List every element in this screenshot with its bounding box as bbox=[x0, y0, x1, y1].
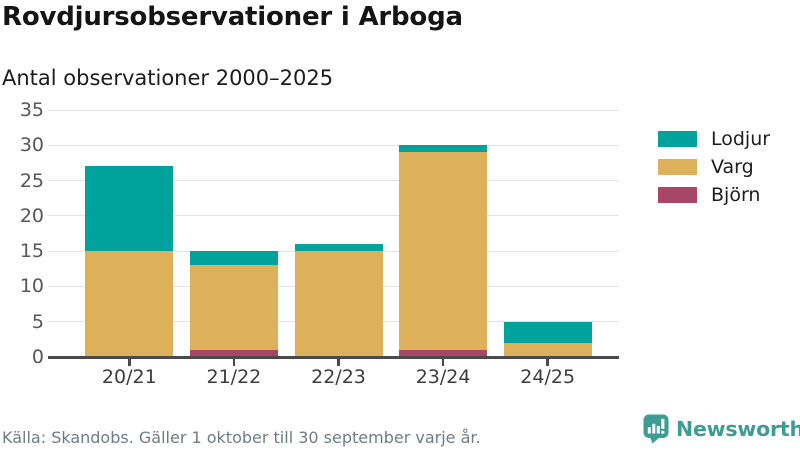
legend: Lodjur Varg Björn bbox=[658, 128, 770, 206]
legend-item-lodjur: Lodjur bbox=[658, 128, 770, 150]
gridline bbox=[48, 215, 619, 217]
bar-segment-lodjur-23-24 bbox=[399, 145, 488, 153]
legend-swatch-björn bbox=[658, 187, 697, 203]
x-axis-line bbox=[48, 355, 619, 359]
gridline bbox=[48, 109, 619, 111]
x-axis-category-label: 22/23 bbox=[311, 366, 366, 388]
y-axis-tick-label: 35 bbox=[19, 99, 44, 121]
y-axis-tick-label: 10 bbox=[19, 275, 44, 298]
y-axis-tick-label: 20 bbox=[19, 204, 44, 227]
legend-item-varg: Varg bbox=[658, 156, 770, 178]
bar-segment-lodjur-24-25 bbox=[503, 321, 592, 343]
bar-segment-varg-23-24 bbox=[399, 152, 488, 350]
newsworthy-wordmark: Newsworthy bbox=[676, 417, 800, 441]
y-axis-tick-label: 5 bbox=[31, 310, 44, 333]
legend-label: Varg bbox=[711, 156, 754, 178]
legend-swatch-lodjur bbox=[658, 131, 697, 147]
gridline bbox=[48, 144, 619, 146]
bar-segment-varg-24-25 bbox=[503, 342, 592, 357]
bar-segment-björn-21-22 bbox=[189, 349, 278, 357]
legend-label: Lodjur bbox=[711, 128, 771, 150]
x-axis-category-label: 21/22 bbox=[206, 366, 262, 388]
y-axis-tick-label: 0 bbox=[31, 346, 44, 368]
bar-segment-lodjur-21-22 bbox=[189, 251, 278, 266]
newsworthy-icon bbox=[643, 414, 669, 444]
x-axis-category-label: 20/21 bbox=[101, 366, 157, 388]
bar-segment-varg-21-22 bbox=[189, 265, 278, 350]
x-axis-tick bbox=[128, 358, 131, 366]
x-axis-tick bbox=[337, 358, 340, 366]
y-axis-tick-label: 25 bbox=[19, 169, 44, 192]
bar-segment-lodjur-22-23 bbox=[294, 244, 383, 252]
chart-title: Rovdjursobservationer i Arboga bbox=[2, 2, 463, 32]
legend-label: Björn bbox=[711, 184, 761, 206]
chart-subtitle: Antal observationer 2000–2025 bbox=[2, 66, 334, 90]
bar-segment-lodjur-20-21 bbox=[85, 166, 174, 252]
legend-swatch-varg bbox=[658, 159, 697, 175]
gridline bbox=[48, 180, 619, 182]
newsworthy-logo: Newsworthy bbox=[643, 414, 800, 444]
bar-segment-varg-20-21 bbox=[85, 251, 174, 357]
bar-segment-björn-23-24 bbox=[399, 349, 488, 357]
bar-segment-varg-22-23 bbox=[294, 251, 383, 357]
x-axis-tick bbox=[232, 358, 236, 366]
x-axis-tick bbox=[546, 358, 549, 366]
y-axis-tick-label: 30 bbox=[19, 134, 44, 157]
x-axis-category-label: 24/25 bbox=[520, 366, 576, 388]
y-axis-tick-label: 15 bbox=[19, 240, 44, 263]
x-axis-category-label: 23/24 bbox=[415, 366, 471, 388]
source-note: Källa: Skandobs. Gäller 1 oktober till 3… bbox=[2, 428, 481, 447]
legend-item-björn: Björn bbox=[658, 184, 770, 206]
x-axis-tick bbox=[441, 358, 445, 366]
